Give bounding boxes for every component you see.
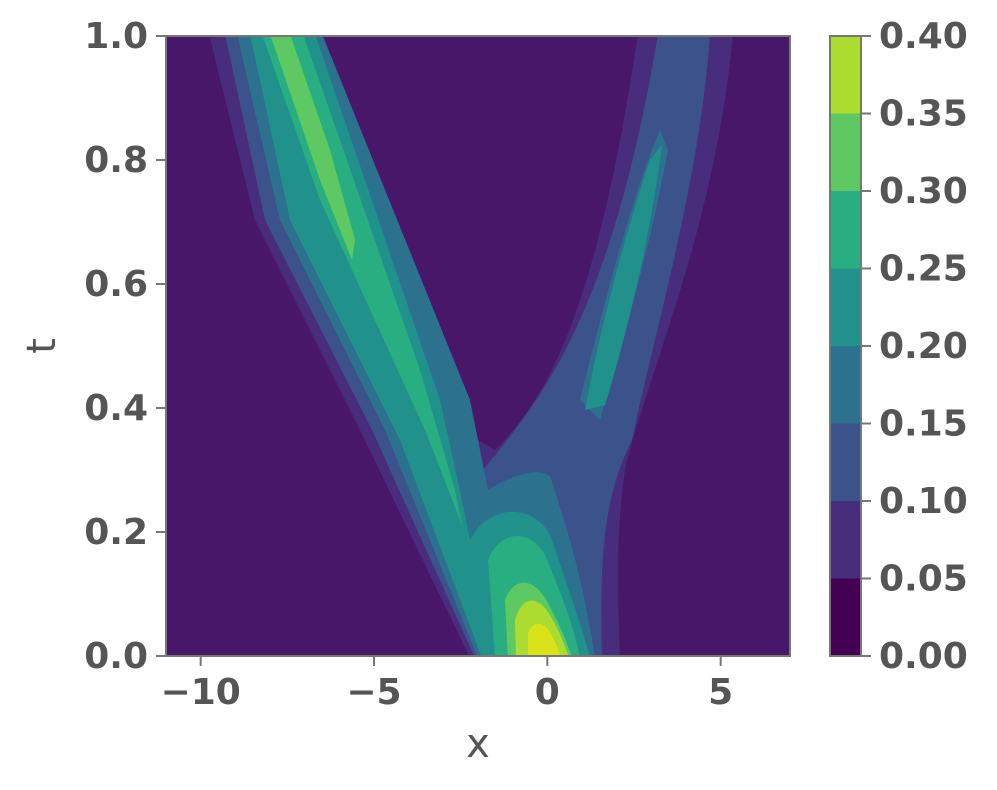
colorbar-tick-label: 0.20	[879, 326, 968, 367]
colorbar-tick-label: 0.05	[879, 559, 968, 600]
colorbar-swatch	[830, 191, 861, 269]
y-tick-label: 0.0	[84, 636, 148, 677]
colorbar-swatch	[830, 423, 861, 501]
colorbar-swatch	[830, 113, 861, 191]
colorbar-swatch	[830, 36, 861, 114]
colorbar-tick-label: 0.10	[879, 481, 968, 522]
plot-area	[166, 36, 790, 656]
colorbar-tick-label: 0.00	[879, 636, 968, 677]
contour-level-0.30	[270, 36, 355, 260]
y-tick-label: 0.4	[84, 388, 148, 429]
y-tick-label: 0.8	[84, 140, 148, 181]
contour-level-0.25	[262, 36, 462, 525]
colorbar-tick-label: 0.30	[879, 171, 968, 212]
x-tick-label: −10	[161, 672, 241, 713]
contour-level-0.20-right	[585, 145, 662, 410]
colorbar-swatch	[830, 578, 861, 656]
x-tick-label: 5	[708, 672, 733, 713]
colorbar-tick-label: 0.15	[879, 404, 968, 445]
colorbar-swatch	[830, 268, 861, 346]
x-tick-label: 0	[535, 672, 560, 713]
colorbar	[830, 36, 861, 656]
plot-frame	[165, 35, 791, 657]
colorbar-tick-label: 0.40	[879, 16, 968, 57]
y-axis-label: t	[19, 338, 65, 354]
y-tick-label: 0.2	[84, 512, 148, 553]
y-tick-label: 0.6	[84, 264, 148, 305]
x-tick-label: −5	[346, 672, 401, 713]
colorbar-tick-label: 0.35	[879, 94, 968, 135]
colorbar-tick-label: 0.25	[879, 249, 968, 290]
colorbar-ticks: 0.00 0.05 0.10 0.15 0.20 0.25 0.30 0.35 0.40	[861, 16, 968, 677]
y-axis: 0.0 0.2 0.4 0.6 0.8 1.0	[84, 16, 166, 677]
y-tick-label: 1.0	[84, 16, 148, 57]
x-axis-label: x	[466, 721, 490, 767]
x-axis: −10 −5 0 5	[161, 656, 733, 713]
colorbar-swatch	[830, 501, 861, 579]
contour-level-0.40	[528, 623, 561, 656]
colorbar-swatch	[830, 346, 861, 424]
